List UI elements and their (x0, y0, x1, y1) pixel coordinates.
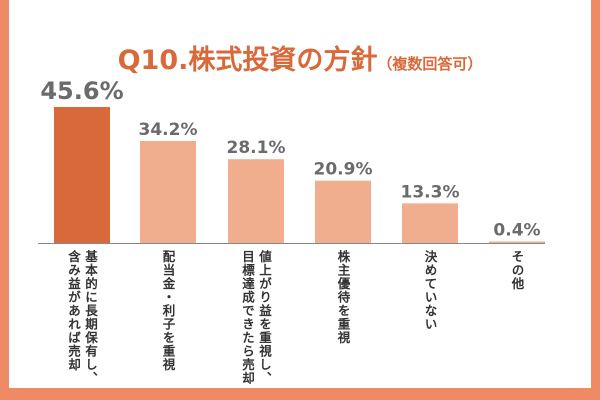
title-subtitle: （複数回答可） (377, 55, 483, 73)
bar-5 (489, 241, 545, 243)
category-label-2: 値上がり益を重視し、 目標達成できたら売却 (240, 250, 272, 385)
bar-3 (315, 180, 371, 243)
title-main: Q10.株式投資の方針 (117, 45, 378, 76)
bar-0 (54, 107, 110, 243)
value-label-5: 0.4% (493, 221, 540, 241)
category-label-3: 株主優待を重視 (335, 250, 351, 345)
bar-1 (140, 141, 196, 243)
category-label-1: 配当金・利子を重視 (160, 250, 176, 372)
chart-title: Q10.株式投資の方針（複数回答可） (0, 38, 600, 77)
category-label-0: 基本的に長期保有し、 含み益があれば売却 (66, 250, 98, 385)
category-label-4: 決めていない (422, 250, 438, 331)
value-label-0: 45.6% (40, 77, 123, 105)
category-label-5: その他 (509, 250, 525, 291)
bar-2 (228, 159, 284, 243)
value-label-3: 20.9% (314, 160, 373, 180)
value-label-4: 13.3% (401, 182, 460, 202)
bar-4 (402, 203, 458, 243)
value-label-2: 28.1% (227, 138, 286, 158)
value-label-1: 34.2% (139, 120, 198, 140)
